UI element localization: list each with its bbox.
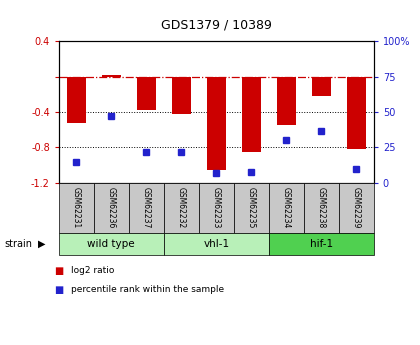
Text: percentile rank within the sample: percentile rank within the sample bbox=[71, 285, 225, 294]
Bar bbox=[172, 77, 191, 114]
Text: GSM62238: GSM62238 bbox=[317, 187, 326, 228]
Text: GSM62235: GSM62235 bbox=[247, 187, 256, 228]
Text: GSM62231: GSM62231 bbox=[72, 187, 81, 228]
Text: wild type: wild type bbox=[87, 239, 135, 249]
Text: log2 ratio: log2 ratio bbox=[71, 266, 115, 275]
Bar bbox=[241, 77, 261, 152]
Text: GSM62233: GSM62233 bbox=[212, 187, 221, 228]
Text: GSM62232: GSM62232 bbox=[177, 187, 186, 228]
Text: GSM62234: GSM62234 bbox=[282, 187, 291, 228]
Bar bbox=[346, 77, 366, 149]
Bar bbox=[277, 77, 296, 125]
Bar bbox=[136, 77, 156, 110]
Text: strain: strain bbox=[4, 239, 32, 249]
Text: GSM62239: GSM62239 bbox=[352, 187, 361, 228]
Text: hif-1: hif-1 bbox=[310, 239, 333, 249]
Text: GSM62236: GSM62236 bbox=[107, 187, 116, 228]
Bar bbox=[102, 75, 121, 77]
Text: ■: ■ bbox=[55, 266, 64, 276]
Text: ■: ■ bbox=[55, 285, 64, 295]
Bar bbox=[67, 77, 86, 123]
Text: ▶: ▶ bbox=[38, 239, 46, 249]
Text: GSM62237: GSM62237 bbox=[142, 187, 151, 228]
Bar bbox=[207, 77, 226, 170]
Bar bbox=[312, 77, 331, 96]
Text: GDS1379 / 10389: GDS1379 / 10389 bbox=[161, 18, 272, 31]
Text: vhl-1: vhl-1 bbox=[203, 239, 229, 249]
